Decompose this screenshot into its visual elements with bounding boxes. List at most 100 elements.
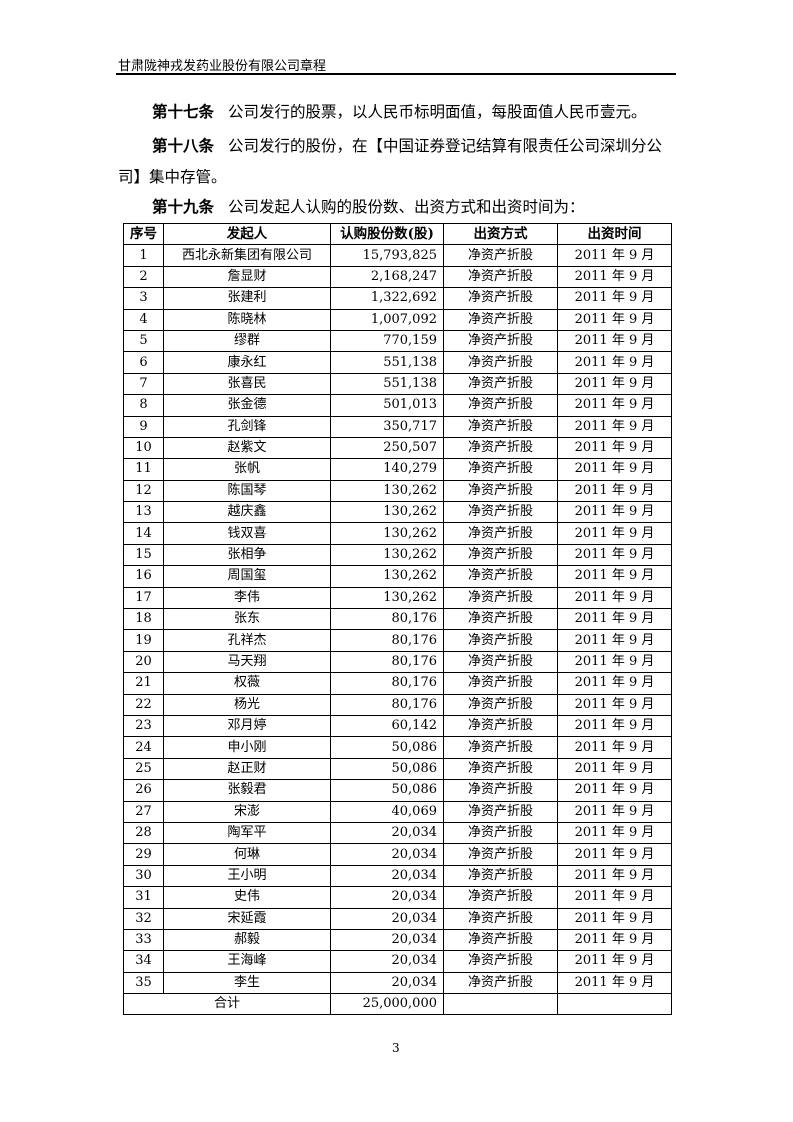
total-shares: 25,000,000 xyxy=(330,993,444,1016)
table-row: 24 申小刚 50,086 净资产折股 2011 年 9 月 xyxy=(123,736,672,759)
cell-date: 2011 年 9 月 xyxy=(557,329,672,353)
cell-method: 净资产折股 xyxy=(443,329,558,353)
cell-shares: 80,176 xyxy=(330,650,444,674)
cell-shares: 60,142 xyxy=(330,714,444,738)
table-row: 25 赵正财 50,086 净资产折股 2011 年 9 月 xyxy=(123,757,672,781)
cell-shares: 130,262 xyxy=(330,543,444,567)
cell-no: 32 xyxy=(123,907,164,930)
cell-date: 2011 年 9 月 xyxy=(557,800,672,823)
cell-shares: 20,034 xyxy=(330,864,444,888)
table-row: 8 张金德 501,013 净资产折股 2011 年 9 月 xyxy=(123,394,672,417)
cell-promoter: 王小明 xyxy=(163,864,331,888)
cell-no: 15 xyxy=(123,543,164,567)
article-18-continued: 司】集中存管。 xyxy=(118,168,227,186)
table-row: 23 邓月婷 60,142 净资产折股 2011 年 9 月 xyxy=(123,714,672,738)
cell-promoter: 张毅君 xyxy=(163,779,331,802)
table-row: 28 陶军平 20,034 净资产折股 2011 年 9 月 xyxy=(123,821,672,845)
cell-no: 35 xyxy=(123,971,164,995)
table-row: 13 越庆鑫 130,262 净资产折股 2011 年 9 月 xyxy=(123,501,672,524)
total-label: 合计 xyxy=(123,993,331,1016)
cell-shares: 80,176 xyxy=(330,608,444,631)
cell-date: 2011 年 9 月 xyxy=(557,458,672,481)
cell-date: 2011 年 9 月 xyxy=(557,950,672,973)
table-row: 4 陈晓林 1,007,092 净资产折股 2011 年 9 月 xyxy=(123,308,672,331)
cell-no: 8 xyxy=(123,394,164,417)
table-row: 10 赵紫文 250,507 净资产折股 2011 年 9 月 xyxy=(123,436,672,460)
cell-method: 净资产折股 xyxy=(443,757,558,781)
cell-date: 2011 年 9 月 xyxy=(557,757,672,781)
cell-date: 2011 年 9 月 xyxy=(557,629,672,652)
cell-shares: 130,262 xyxy=(330,522,444,545)
running-header: 甘肃陇神戎发药业股份有限公司章程 xyxy=(118,59,327,74)
cell-date: 2011 年 9 月 xyxy=(557,522,672,545)
col-header-no: 序号 xyxy=(123,222,164,246)
cell-no: 21 xyxy=(123,672,164,695)
table-row: 6 康永红 551,138 净资产折股 2011 年 9 月 xyxy=(123,351,672,374)
cell-date: 2011 年 9 月 xyxy=(557,501,672,524)
cell-no: 4 xyxy=(123,308,164,331)
table-row: 18 张东 80,176 净资产折股 2011 年 9 月 xyxy=(123,608,672,631)
cell-shares: 770,159 xyxy=(330,329,444,353)
cell-promoter: 陶军平 xyxy=(163,821,331,845)
cell-shares: 130,262 xyxy=(330,501,444,524)
cell-promoter: 张金德 xyxy=(163,394,331,417)
article-18: 第十八条 公司发行的股份，在【中国证券登记结算有限责任公司深圳分公 xyxy=(152,134,662,156)
table-row: 27 宋澎 40,069 净资产折股 2011 年 9 月 xyxy=(123,800,672,823)
table-row: 9 孔剑锋 350,717 净资产折股 2011 年 9 月 xyxy=(123,415,672,438)
cell-shares: 501,013 xyxy=(330,394,444,417)
cell-date: 2011 年 9 月 xyxy=(557,886,672,909)
table-row: 35 李生 20,034 净资产折股 2011 年 9 月 xyxy=(123,971,672,995)
cell-promoter: 越庆鑫 xyxy=(163,501,331,524)
cell-promoter: 陈晓林 xyxy=(163,308,331,331)
cell-shares: 250,507 xyxy=(330,436,444,460)
cell-no: 1 xyxy=(123,244,164,267)
cell-date: 2011 年 9 月 xyxy=(557,565,672,588)
cell-method: 净资产折股 xyxy=(443,608,558,631)
article-text: 公司发行的股票，以人民币标明面值，每股面值人民币壹元。 xyxy=(228,103,647,121)
article-label: 第十七条 xyxy=(152,102,215,121)
table-row: 20 马天翔 80,176 净资产折股 2011 年 9 月 xyxy=(123,650,672,674)
cell-method: 净资产折股 xyxy=(443,479,558,503)
cell-method: 净资产折股 xyxy=(443,501,558,524)
cell-shares: 2,168,247 xyxy=(330,265,444,289)
table-row: 5 缪群 770,159 净资产折股 2011 年 9 月 xyxy=(123,329,672,353)
cell-date: 2011 年 9 月 xyxy=(557,736,672,759)
cell-method: 净资产折股 xyxy=(443,800,558,823)
cell-promoter: 缪群 xyxy=(163,329,331,353)
cell-shares: 551,138 xyxy=(330,372,444,396)
cell-method: 净资产折股 xyxy=(443,843,558,866)
cell-date: 2011 年 9 月 xyxy=(557,265,672,289)
cell-no: 13 xyxy=(123,501,164,524)
cell-date: 2011 年 9 月 xyxy=(557,928,672,952)
article-label: 第十九条 xyxy=(152,197,215,216)
cell-promoter: 钱双喜 xyxy=(163,522,331,545)
cell-method: 净资产折股 xyxy=(443,394,558,417)
cell-date: 2011 年 9 月 xyxy=(557,479,672,503)
cell-no: 7 xyxy=(123,372,164,396)
cell-no: 2 xyxy=(123,265,164,289)
table-row: 22 杨光 80,176 净资产折股 2011 年 9 月 xyxy=(123,693,672,716)
cell-empty xyxy=(443,993,558,1016)
table-row: 34 王海峰 20,034 净资产折股 2011 年 9 月 xyxy=(123,950,672,973)
cell-promoter: 陈国琴 xyxy=(163,479,331,503)
cell-method: 净资产折股 xyxy=(443,543,558,567)
cell-promoter: 张帆 xyxy=(163,458,331,481)
table-row: 21 权薇 80,176 净资产折股 2011 年 9 月 xyxy=(123,672,672,695)
cell-no: 22 xyxy=(123,693,164,716)
cell-shares: 551,138 xyxy=(330,351,444,374)
cell-date: 2011 年 9 月 xyxy=(557,907,672,930)
cell-method: 净资产折股 xyxy=(443,415,558,438)
cell-date: 2011 年 9 月 xyxy=(557,714,672,738)
table-row: 16 周国玺 130,262 净资产折股 2011 年 9 月 xyxy=(123,565,672,588)
cell-no: 16 xyxy=(123,565,164,588)
cell-promoter: 李生 xyxy=(163,971,331,995)
cell-method: 净资产折股 xyxy=(443,821,558,845)
cell-date: 2011 年 9 月 xyxy=(557,351,672,374)
cell-promoter: 张建利 xyxy=(163,287,331,310)
total-row: 合计 25,000,000 xyxy=(123,993,672,1016)
table-row: 19 孔祥杰 80,176 净资产折股 2011 年 9 月 xyxy=(123,629,672,652)
cell-no: 26 xyxy=(123,779,164,802)
article-19: 第十九条 公司发起人认购的股份数、出资方式和出资时间为： xyxy=(152,195,585,217)
table-row: 12 陈国琴 130,262 净资产折股 2011 年 9 月 xyxy=(123,479,672,503)
cell-shares: 20,034 xyxy=(330,886,444,909)
